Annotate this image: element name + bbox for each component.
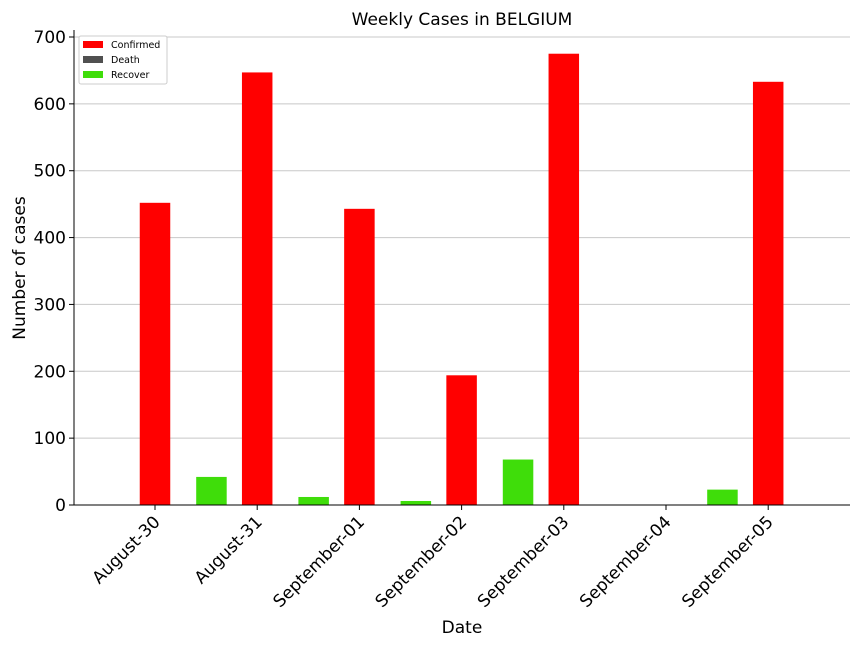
- bar-confirmed: [752, 81, 784, 506]
- x-tick-label: September-02: [372, 512, 471, 611]
- y-tick-label: 100: [34, 429, 66, 449]
- legend-swatch: [83, 56, 103, 63]
- y-tick-label: 200: [34, 362, 66, 382]
- legend-label: Death: [111, 55, 140, 66]
- legend-label: Recover: [111, 70, 150, 81]
- legend-label: Confirmed: [111, 40, 160, 51]
- y-ticks: 0 100 200 300 400 500 600 700: [34, 28, 74, 516]
- bar-confirmed: [344, 208, 375, 505]
- legend: Confirmed Death Recover: [78, 35, 168, 85]
- bar-confirmed: [548, 53, 580, 505]
- y-tick-label: 0: [55, 496, 66, 516]
- bar-recover: [196, 476, 227, 505]
- bars: [139, 53, 784, 506]
- x-tick-label: September-01: [269, 512, 368, 611]
- chart-title: Weekly Cases in BELGIUM: [352, 10, 573, 30]
- y-tick-label: 500: [34, 162, 66, 182]
- x-tick-label: August-31: [191, 512, 267, 588]
- legend-swatch: [83, 71, 103, 78]
- bar-recover: [400, 500, 432, 505]
- legend-swatch: [83, 41, 103, 48]
- y-tick-label: 600: [34, 95, 66, 115]
- x-ticks: August-30 August-31 September-01 September-…: [89, 505, 778, 612]
- y-tick-label: 700: [34, 28, 66, 48]
- bar-confirmed: [139, 202, 171, 505]
- y-axis-label: Number of cases: [10, 196, 30, 340]
- y-tick-label: 300: [34, 295, 66, 315]
- x-tick-label: September-05: [678, 512, 777, 611]
- x-tick-label: August-30: [89, 512, 165, 588]
- bar-recover: [707, 489, 738, 505]
- x-tick-label: September-04: [576, 512, 675, 611]
- bar-recover: [502, 459, 534, 505]
- x-tick-label: September-03: [474, 512, 573, 611]
- bar-confirmed: [446, 375, 477, 505]
- bar-confirmed: [241, 72, 273, 505]
- bar-recover: [298, 496, 329, 505]
- y-tick-label: 400: [34, 229, 66, 249]
- x-axis-label: Date: [442, 618, 483, 638]
- gridlines: [74, 36, 850, 439]
